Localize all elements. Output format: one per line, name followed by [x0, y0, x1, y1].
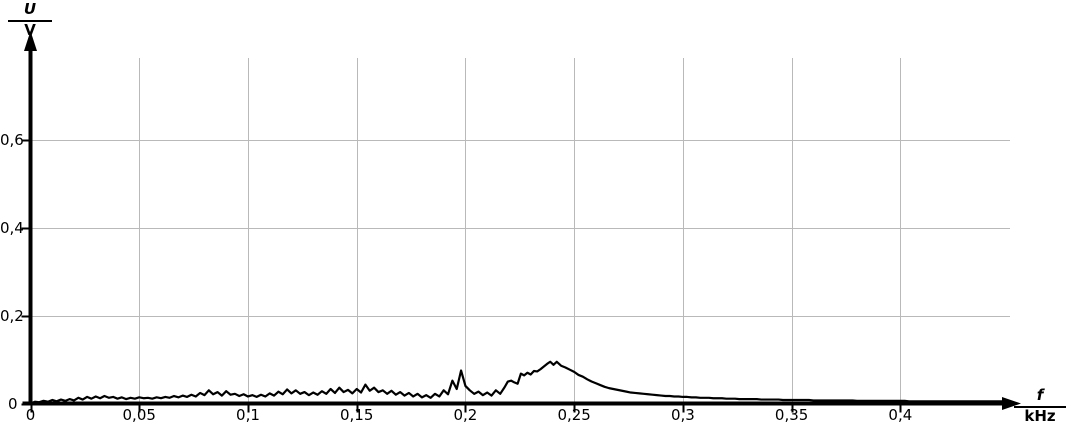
axis-lines	[21, 31, 1021, 413]
x-tick-label: 0	[25, 406, 36, 424]
y-axis-fraction-bar	[8, 19, 52, 22]
x-axis-fraction-bar	[1014, 405, 1066, 408]
y-axis-numerator: U	[23, 0, 37, 18]
y-tick-label: 0,4	[0, 218, 24, 237]
x-tick-label: 0,25	[557, 406, 591, 424]
x-axis-title: f kHz	[1014, 386, 1066, 425]
data-series	[29, 360, 1007, 405]
x-tick-label: 0,35	[774, 406, 809, 424]
x-tick-label: 0,2	[453, 406, 478, 424]
y-tick-label: 0	[7, 394, 18, 413]
y-axis-title: U V	[8, 0, 52, 39]
x-tick-label: 0,1	[236, 406, 260, 424]
x-axis-numerator: f	[1036, 386, 1044, 404]
x-axis-denominator: kHz	[1024, 406, 1056, 425]
y-axis-denominator: V	[24, 20, 36, 39]
x-tick-label: 0,4	[888, 406, 913, 424]
x-tick-label: 0,15	[339, 406, 374, 424]
gridlines	[32, 58, 1010, 402]
y-tick-label: 0,6	[0, 130, 24, 149]
y-tick-label: 0,2	[0, 306, 24, 325]
x-tick-label: 0,05	[122, 406, 156, 424]
x-tick-label: 0,3	[670, 406, 695, 424]
